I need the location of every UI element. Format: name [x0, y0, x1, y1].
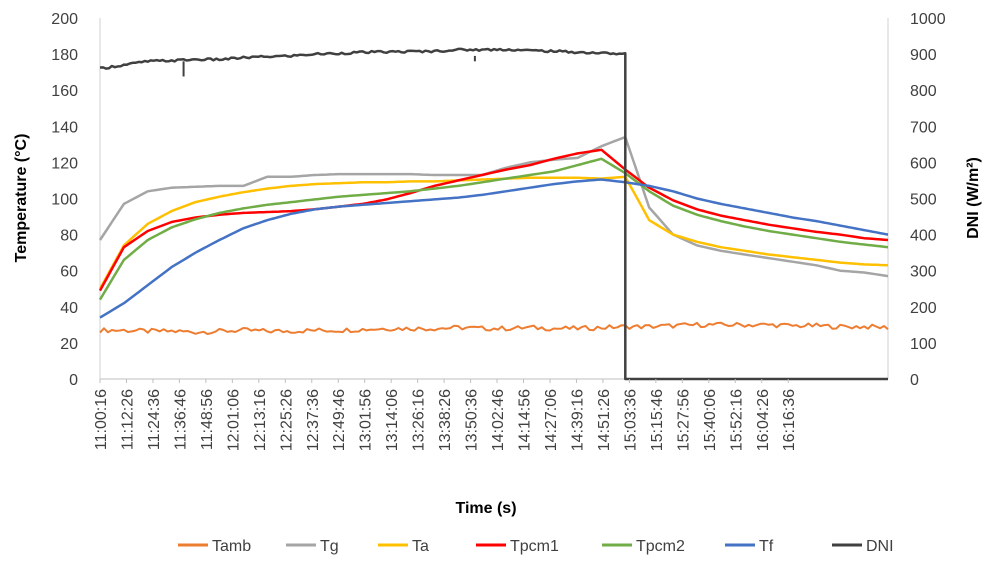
legend-label-tpcm1: Tpcm1 [510, 538, 559, 555]
x-tick-label: 11:24:36 [146, 389, 163, 450]
right-y-tick-label: 300 [910, 264, 937, 281]
left-y-tick-label: 200 [51, 11, 78, 28]
left-y-tick-label: 180 [51, 47, 78, 64]
left-y-tick-label: 100 [51, 192, 78, 209]
x-axis-title: Time (s) [455, 500, 516, 517]
series-line-tpcm1 [98, 148, 889, 292]
right-y-tick-labels: 0 100 200 300 400 500 600 700 800 900 1000 [910, 11, 946, 389]
x-tick-label: 16:16:36 [781, 389, 798, 451]
left-y-tick-label: 40 [60, 300, 78, 317]
x-tick-label: 13:38:26 [437, 389, 454, 451]
x-tick-label: 14:51:26 [596, 389, 613, 451]
right-y-tick-label: 100 [910, 336, 937, 353]
left-y-tick-labels: 0 20 40 60 80 100 120 140 160 180 200 [51, 11, 78, 389]
right-y-tick-label: 900 [910, 47, 937, 64]
x-tick-label: 12:37:36 [305, 389, 322, 451]
x-tick-label: 12:49:46 [331, 389, 348, 451]
chart-legend: Tamb Tg Ta Tpcm1 Tpcm2 Tf DNI [178, 538, 894, 555]
x-tick-label: 13:26:16 [411, 389, 428, 451]
left-y-tick-label: 140 [51, 119, 78, 136]
x-tick-label: 15:52:16 [728, 389, 745, 451]
x-tick-label: 13:50:36 [464, 389, 481, 451]
left-y-tick-label: 160 [51, 83, 78, 100]
right-y-tick-label: 0 [910, 372, 919, 389]
legend-label-tpcm2: Tpcm2 [636, 538, 685, 555]
legend-label-tg: Tg [320, 538, 339, 555]
x-tick-label: 16:04:26 [755, 389, 772, 451]
x-tick-label: 14:27:06 [543, 389, 560, 451]
right-y-tick-label: 200 [910, 300, 937, 317]
series-line-tf [99, 178, 889, 319]
left-y-axis-title: Temperature (°C) [13, 134, 30, 263]
legend-label-dni: DNI [866, 538, 894, 555]
series-line-ta [98, 175, 889, 290]
x-tick-label: 12:01:06 [225, 389, 242, 451]
right-y-axis-title: DNI (W/m²) [965, 157, 982, 239]
x-tick-label: 15:27:56 [675, 389, 692, 451]
legend-label-tf: Tf [759, 538, 774, 555]
left-y-tick-label: 60 [60, 264, 78, 281]
x-tick-label: 12:25:26 [278, 389, 295, 451]
x-tick-label: 13:14:06 [384, 389, 401, 451]
right-y-tick-label: 800 [910, 83, 937, 100]
left-y-tick-label: 20 [60, 336, 78, 353]
series-line-tamb [99, 321, 889, 335]
x-tick-label: 14:14:56 [517, 389, 534, 451]
x-tick-label: 14:02:46 [490, 389, 507, 451]
right-y-tick-label: 600 [910, 155, 937, 172]
x-tick-label: 14:39:16 [569, 389, 586, 451]
legend-label-ta: Ta [412, 538, 429, 555]
right-y-tick-label: 700 [910, 119, 937, 136]
x-tick-labels: 11:00:16 11:12:26 11:24:36 11:36:46 11:48:56… [93, 379, 798, 451]
x-tick-label: 13:01:56 [358, 389, 375, 451]
series-line-dni [99, 47, 888, 381]
x-tick-label: 15:15:46 [649, 389, 666, 451]
x-tick-label: 15:40:06 [702, 389, 719, 451]
x-tick-label: 11:48:56 [199, 389, 216, 450]
x-tick-label: 11:12:26 [119, 389, 136, 450]
x-tick-label: 12:13:16 [252, 389, 269, 451]
left-y-tick-label: 80 [60, 228, 78, 245]
left-y-tick-label: 0 [69, 372, 78, 389]
chart-series [98, 47, 889, 381]
left-y-tick-label: 120 [51, 155, 78, 172]
series-line-tpcm2 [98, 157, 889, 301]
right-y-tick-label: 1000 [910, 11, 946, 28]
x-tick-label: 11:36:46 [172, 389, 189, 450]
right-y-tick-label: 500 [910, 192, 937, 209]
x-tick-label: 15:03:36 [622, 389, 639, 451]
right-y-tick-label: 400 [910, 228, 937, 245]
legend-label-tamb: Tamb [212, 538, 251, 555]
x-tick-label: 11:00:16 [93, 389, 110, 450]
